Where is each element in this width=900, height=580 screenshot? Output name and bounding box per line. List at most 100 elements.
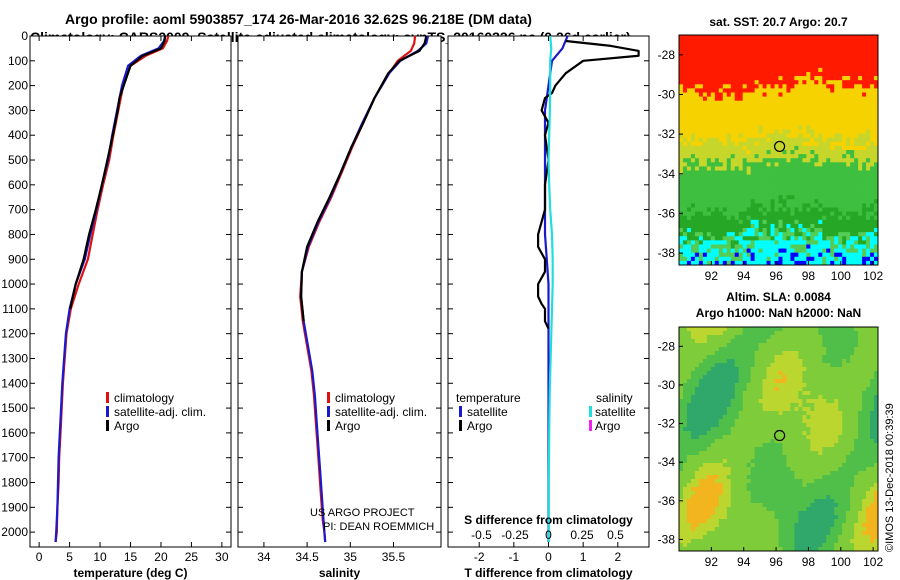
map-cell bbox=[714, 92, 720, 98]
map-cell bbox=[766, 76, 771, 81]
map-cell bbox=[818, 35, 823, 40]
map-cell bbox=[730, 215, 736, 221]
map-cell bbox=[778, 80, 783, 85]
map-cell bbox=[794, 252, 799, 258]
map-cell bbox=[730, 170, 736, 176]
map-cell bbox=[766, 43, 771, 48]
map-cell bbox=[846, 162, 851, 167]
map-cell bbox=[679, 471, 684, 476]
map-cell bbox=[850, 96, 855, 102]
map-cell bbox=[714, 63, 720, 69]
map-cell bbox=[810, 471, 815, 476]
map-cell bbox=[770, 158, 775, 163]
map-cell bbox=[802, 39, 807, 44]
map-cell bbox=[706, 150, 712, 155]
map-cell bbox=[690, 71, 696, 77]
map-cell bbox=[686, 182, 692, 188]
map-cell bbox=[734, 76, 740, 81]
map-cell bbox=[694, 387, 700, 392]
map-cell bbox=[738, 35, 744, 40]
map-cell bbox=[750, 383, 756, 388]
map-cell bbox=[850, 427, 855, 432]
map-cell bbox=[734, 387, 740, 392]
map-cell bbox=[814, 327, 819, 332]
map-cell bbox=[802, 223, 807, 229]
map-cell bbox=[782, 355, 787, 360]
y-tick-label: -30 bbox=[658, 87, 676, 101]
map-cell bbox=[786, 375, 791, 380]
map-cell bbox=[862, 260, 867, 265]
map-cell bbox=[818, 137, 823, 143]
map-cell bbox=[834, 170, 839, 176]
map-cell bbox=[842, 162, 847, 167]
map-cell bbox=[730, 47, 736, 52]
map-cell bbox=[810, 88, 815, 93]
map-cell bbox=[766, 35, 771, 40]
map-cell bbox=[810, 150, 815, 155]
map-cell bbox=[770, 232, 775, 237]
legend-label: satellite bbox=[467, 405, 508, 419]
map-cell bbox=[802, 71, 807, 77]
map-cell bbox=[818, 252, 823, 258]
map-cell bbox=[838, 125, 843, 130]
map-cell bbox=[750, 117, 756, 122]
map-cell bbox=[750, 403, 756, 408]
map-cell bbox=[838, 191, 843, 196]
map-cell bbox=[798, 471, 803, 476]
map-cell bbox=[718, 166, 724, 171]
map-cell bbox=[806, 439, 811, 444]
map-cell bbox=[679, 248, 684, 254]
map-cell bbox=[726, 351, 732, 356]
map-cell bbox=[798, 427, 803, 432]
map-cell bbox=[774, 137, 779, 143]
map-cell bbox=[814, 359, 819, 364]
map-cell bbox=[702, 463, 708, 468]
map-cell bbox=[866, 88, 871, 93]
map-cell bbox=[818, 419, 823, 424]
plot-frame bbox=[237, 35, 442, 548]
map-cell bbox=[702, 162, 708, 167]
map-cell bbox=[806, 355, 811, 360]
map-cell bbox=[874, 219, 878, 225]
map-cell bbox=[694, 166, 700, 171]
map-cell bbox=[758, 347, 763, 352]
map-cell bbox=[746, 145, 752, 151]
map-cell bbox=[690, 331, 696, 336]
map-cell bbox=[726, 371, 732, 376]
map-cell bbox=[810, 379, 815, 384]
map-cell bbox=[826, 248, 831, 254]
map-cell bbox=[786, 137, 791, 143]
map-cell bbox=[766, 463, 771, 468]
map-cell bbox=[726, 383, 732, 388]
map-cell bbox=[846, 67, 851, 73]
map-cell bbox=[806, 67, 811, 73]
map-cell bbox=[838, 443, 843, 448]
map-cell bbox=[754, 207, 759, 213]
map-cell bbox=[746, 71, 752, 77]
map-cell bbox=[718, 387, 724, 392]
map-cell bbox=[710, 439, 716, 444]
map-cell bbox=[814, 141, 819, 147]
map-cell bbox=[806, 359, 811, 364]
map-cell bbox=[854, 451, 859, 456]
map-cell bbox=[722, 343, 728, 348]
map-cell bbox=[870, 475, 875, 480]
map-cell bbox=[754, 411, 759, 416]
map-cell bbox=[838, 178, 843, 184]
map-cell bbox=[874, 108, 878, 114]
map-cell bbox=[710, 359, 716, 364]
map-cell bbox=[738, 260, 744, 265]
map-cell bbox=[822, 215, 827, 221]
map-cell bbox=[686, 359, 692, 364]
map-cell bbox=[834, 339, 839, 344]
map-cell bbox=[806, 463, 811, 468]
map-cell bbox=[790, 154, 795, 159]
map-cell bbox=[742, 463, 748, 468]
map-cell bbox=[826, 467, 831, 472]
map-cell bbox=[734, 63, 740, 69]
map-cell bbox=[690, 256, 696, 262]
map-cell bbox=[778, 367, 783, 372]
map-cell bbox=[746, 371, 752, 376]
map-cell bbox=[762, 407, 767, 412]
map-cell bbox=[746, 195, 752, 200]
